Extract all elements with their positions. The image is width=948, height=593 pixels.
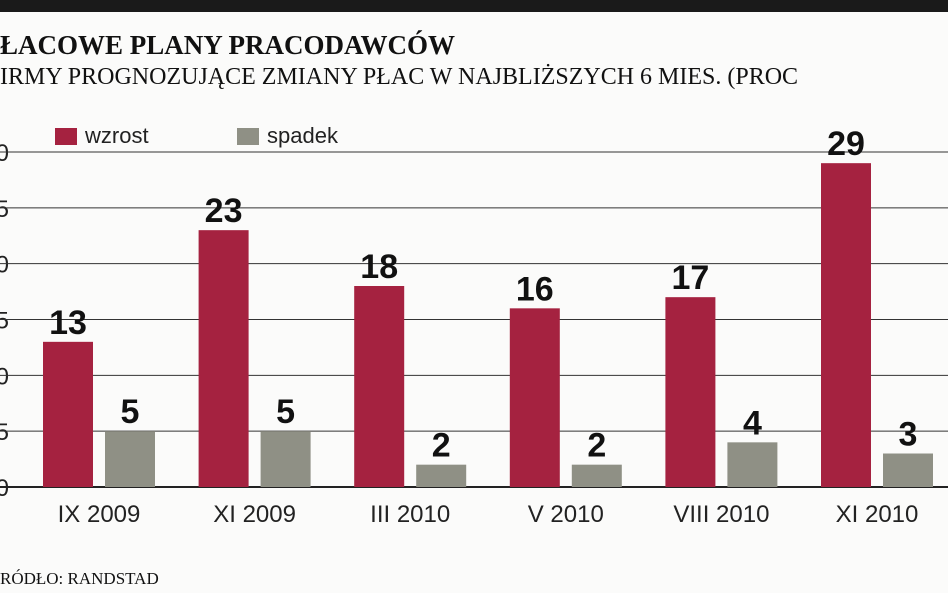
legend-label: wzrost [84, 123, 149, 148]
value-label: 4 [743, 404, 762, 442]
value-label: 5 [121, 393, 140, 431]
value-label: 2 [432, 427, 451, 465]
value-label: 3 [899, 416, 918, 454]
value-label: 16 [516, 270, 554, 308]
y-tick-label: 5 [0, 419, 9, 446]
x-tick-label: IX 2009 [58, 501, 141, 528]
bar [727, 442, 778, 487]
y-tick-label: 20 [0, 252, 9, 279]
x-tick-label: V 2010 [528, 501, 604, 528]
bar [354, 286, 405, 487]
legend-label: spadek [267, 123, 339, 148]
x-tick-label: XI 2010 [836, 501, 919, 528]
y-tick-label: 10 [0, 363, 9, 390]
chart-subtitle: IRMY PROGNOZUJĄCE ZMIANY PŁAC W NAJBLIŻS… [0, 64, 798, 90]
bar [105, 431, 155, 487]
bar [416, 464, 467, 487]
value-label: 2 [587, 427, 606, 465]
chart-title: ŁACOWE PLANY PRACODAWCÓW [0, 30, 455, 60]
y-tick-label: 0 [0, 475, 9, 502]
value-label: 18 [360, 248, 398, 286]
y-tick-label: 15 [0, 308, 9, 335]
x-tick-label: VIII 2010 [673, 501, 769, 528]
top-bar [0, 0, 948, 12]
y-tick-label: 30 [0, 140, 9, 167]
source: RÓDŁO: RANDSTAD [0, 569, 159, 588]
value-label: 29 [827, 125, 865, 163]
bar [260, 431, 311, 487]
x-tick-label: III 2010 [370, 501, 450, 528]
bar [43, 341, 93, 487]
x-tick-label: XI 2009 [213, 501, 296, 528]
bar [883, 453, 933, 487]
bar [665, 297, 716, 487]
bar [509, 308, 560, 487]
bar [821, 163, 871, 487]
value-label: 13 [49, 304, 87, 342]
value-label: 5 [276, 393, 295, 431]
value-label: 17 [671, 259, 709, 297]
bar [571, 464, 622, 487]
legend-swatch [55, 128, 77, 145]
bar [198, 230, 249, 487]
y-tick-label: 25 [0, 196, 9, 223]
legend-swatch [237, 128, 259, 145]
value-label: 23 [205, 192, 243, 230]
